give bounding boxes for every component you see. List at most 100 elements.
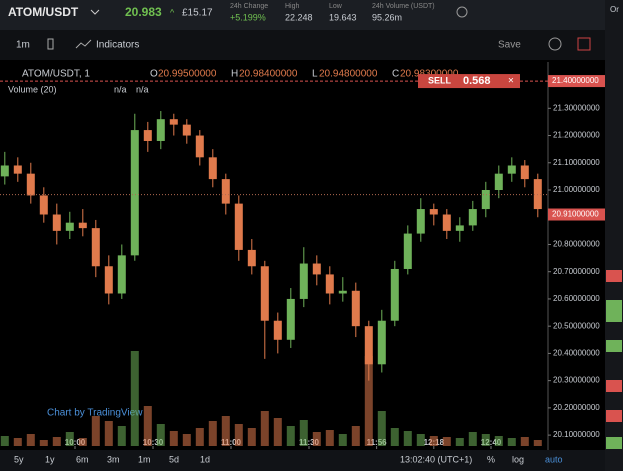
- side-label: Or: [610, 5, 619, 14]
- volume-bar: [182, 434, 191, 446]
- range-button[interactable]: 6m: [76, 454, 89, 464]
- legend-c: C: [392, 69, 399, 80]
- candle-body: [325, 274, 334, 294]
- x-tick-label: 12:40: [481, 438, 502, 447]
- legend-h: H: [231, 69, 238, 80]
- candle-body: [247, 249, 256, 267]
- order-side: SELL: [428, 75, 452, 85]
- percent-toggle[interactable]: %: [487, 454, 495, 464]
- candle-body: [338, 290, 347, 294]
- x-tick-label: 11:00: [221, 438, 242, 447]
- candle-body: [65, 222, 74, 231]
- label: 24h Change: [230, 3, 268, 10]
- range-button[interactable]: 1m: [138, 454, 151, 464]
- volume-bar: [468, 432, 477, 446]
- candle-body: [403, 233, 412, 269]
- dropdown-icon[interactable]: [90, 9, 100, 15]
- y-tick-label: 20.30000000: [553, 376, 600, 385]
- candle-body: [377, 320, 386, 365]
- footer: 5y 1y 6m 3m 1m 5d 1d: [14, 454, 210, 464]
- indicators-icon[interactable]: [75, 39, 92, 49]
- legend-symbol: ATOM/USDT, 1: [22, 69, 90, 80]
- y-tick-label: 20.10000000: [553, 430, 600, 439]
- candle-icon[interactable]: [47, 38, 54, 50]
- cancel[interactable]: ×: [508, 76, 514, 87]
- candle-body: [208, 157, 217, 180]
- side-panel: [605, 0, 623, 471]
- y-tick-label: 21.10000000: [553, 158, 600, 167]
- auto-toggle[interactable]: auto: [545, 454, 563, 464]
- volume-bar: [260, 411, 269, 446]
- candle-body: [13, 165, 22, 174]
- log-toggle[interactable]: log: [512, 454, 524, 464]
- candle-body: [351, 290, 360, 327]
- y-tick-label: 21.00000000: [553, 185, 600, 194]
- price-tag-label: 21.40000000: [552, 76, 599, 85]
- depth-bar: [606, 310, 622, 322]
- depth-bar: [606, 410, 622, 422]
- volume-bar: [13, 438, 22, 446]
- candle-body: [273, 320, 282, 340]
- volume-bar: [390, 428, 399, 446]
- toolbar: [0, 30, 605, 60]
- volume: 95.26m: [372, 12, 402, 22]
- pair[interactable]: ATOM/USDT: [8, 5, 79, 19]
- legend-low: 20.94800000: [319, 69, 378, 80]
- watermark[interactable]: Chart by TradingView: [47, 408, 143, 419]
- volume-bar: [273, 418, 282, 446]
- candle-body: [390, 268, 399, 321]
- interval[interactable]: 1m: [16, 40, 30, 51]
- volume-na: n/a: [136, 84, 149, 94]
- candle-body: [104, 266, 113, 294]
- footer-bar: [0, 450, 605, 471]
- info-icon[interactable]: [456, 6, 468, 18]
- candle-body: [143, 130, 152, 141]
- candle-body: [533, 179, 542, 210]
- volume-bar: [455, 438, 464, 446]
- candle-body: [182, 124, 191, 136]
- candle-body: [494, 173, 503, 190]
- volume-bar: [364, 356, 373, 446]
- x-tick-label: 11:56: [367, 438, 388, 447]
- header-bar: [0, 0, 623, 30]
- candle-body: [299, 263, 308, 299]
- save[interactable]: Save: [498, 40, 521, 51]
- high: 22.248: [285, 12, 313, 22]
- range-button[interactable]: 3m: [107, 454, 120, 464]
- order-box[interactable]: [418, 74, 520, 89]
- range-button[interactable]: 5d: [169, 454, 179, 464]
- candle-body: [520, 165, 529, 180]
- volume-bar: [78, 438, 87, 446]
- legend-l: L: [312, 69, 318, 80]
- depth-bar: [606, 380, 622, 392]
- volume-bar: [312, 432, 321, 446]
- volume-bar: [208, 421, 217, 446]
- candle-body: [507, 165, 516, 174]
- volume-bar: [494, 436, 503, 446]
- volume-bar: [286, 426, 295, 446]
- candle-body: [429, 209, 438, 215]
- y-tick-label: 21.30000000: [553, 103, 600, 112]
- range-button[interactable]: 1d: [200, 454, 210, 464]
- label: Low: [329, 3, 343, 10]
- range-button[interactable]: 5y: [14, 454, 24, 464]
- volume-bar: [247, 428, 256, 446]
- indicators[interactable]: Indicators: [96, 40, 139, 51]
- order-amount: 0.568: [463, 75, 491, 87]
- candle-body: [286, 298, 295, 340]
- volume-bar: [520, 437, 529, 446]
- volume-bar: [104, 421, 113, 446]
- candle-body: [312, 263, 321, 275]
- candle-body: [195, 135, 204, 158]
- volume-bar: [0, 436, 9, 446]
- depth-bar: [606, 437, 622, 449]
- volume-bar: [39, 440, 48, 446]
- candle-body: [156, 119, 165, 141]
- settings-icon[interactable]: [548, 37, 562, 51]
- fullscreen-icon[interactable]: [577, 37, 591, 51]
- volume-bar: [26, 434, 35, 446]
- range-button[interactable]: 1y: [45, 454, 55, 464]
- volume-na: n/a: [114, 84, 127, 94]
- y-tick-label: 20.40000000: [553, 349, 600, 358]
